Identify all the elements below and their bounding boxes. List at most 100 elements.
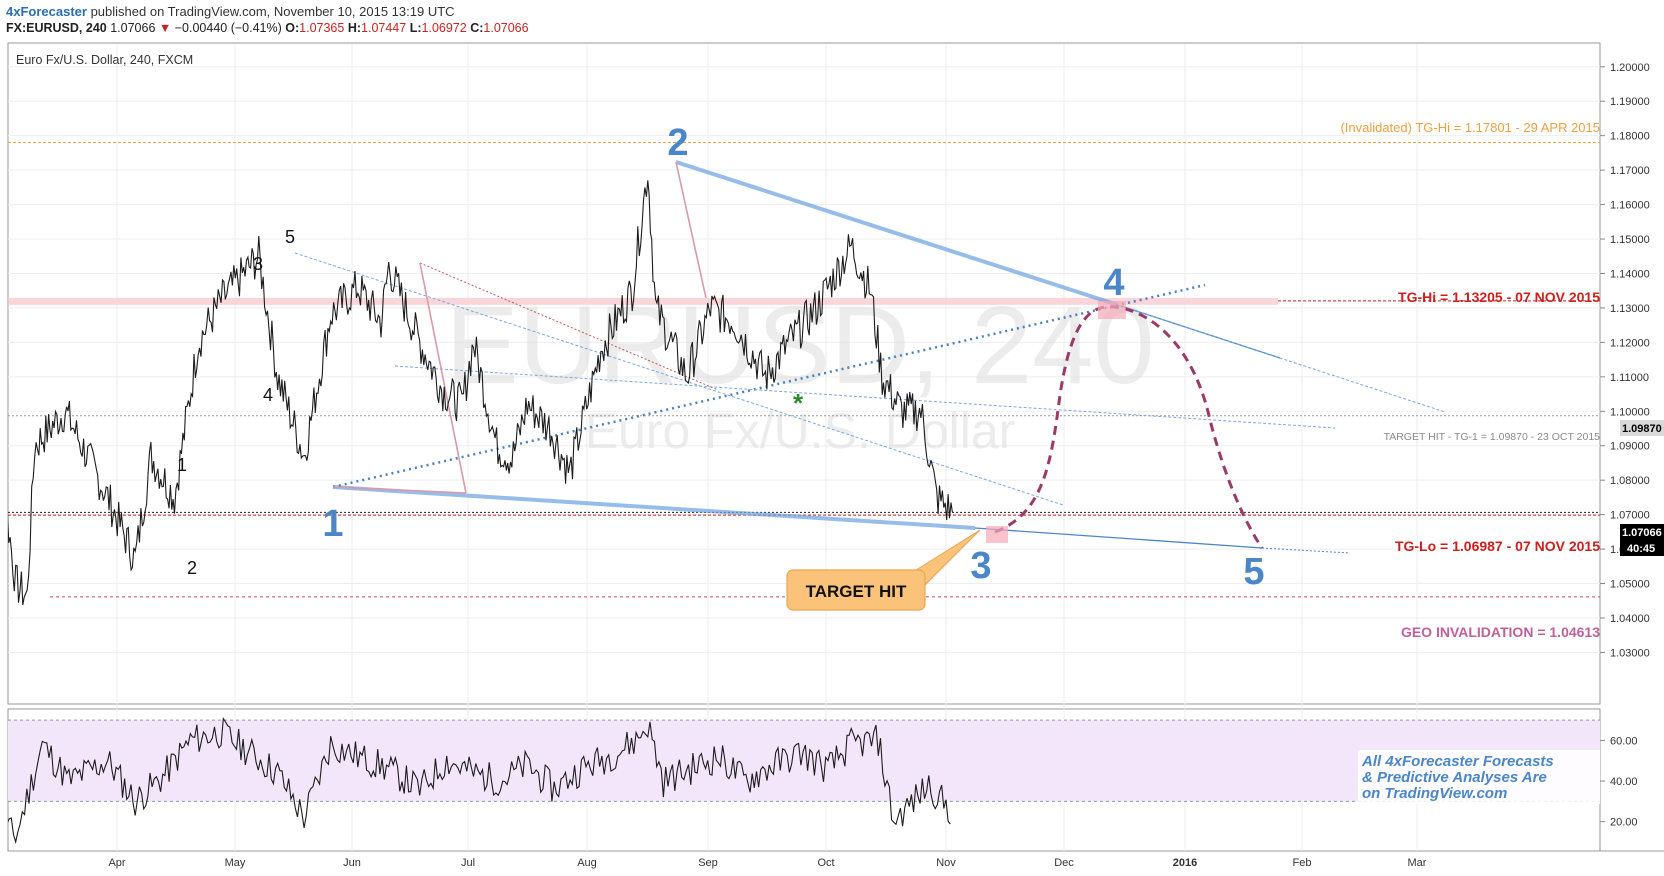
wave-label-minor-3: 3 [253,254,263,274]
rsi-axis[interactable]: 60.00 40.00 20.00 [1600,735,1638,829]
wave-label-minor-1: 1 [177,455,187,475]
annotation-tg-hi-invalidated: (Invalidated) TG-Hi = 1.17801 - 29 APR 2… [1340,120,1600,135]
rsi-band [8,720,1600,802]
publish-text: published on TradingView.com, November 1… [86,4,455,19]
x-tick-label-4: Aug [577,857,597,869]
y-tick-label-0: 1.20000 [1610,62,1650,74]
open-value: 1.07365 [299,21,345,35]
x-tick-label-5: Sep [698,857,718,869]
pink-wave-line-a[interactable] [419,262,467,494]
x-tick-label-2: Jun [343,857,361,869]
chart-title: Euro Fx/U.S. Dollar, 240, FXCM [16,53,193,67]
pink-wave-line-c[interactable] [675,161,707,299]
x-tick-label-8: Dec [1054,857,1074,869]
annotation-tg-hi: TG-Hi = 1.13205 - 07 NOV 2015 [1398,289,1600,305]
low-label: L: [409,21,422,35]
time-axis[interactable]: Apr May Jun Jul Aug Sep Oct Nov Dec 2016 Feb Mar [108,857,1426,869]
drawings [294,160,1446,554]
x-tick-label-10: Feb [1293,857,1312,869]
red-dotted-line[interactable] [419,262,719,391]
annotation-tg-lo: TG-Lo = 1.06987 - 07 NOV 2015 [1395,538,1600,554]
rsi-series[interactable] [0,716,951,845]
wave-label-major-3: 3 [970,545,991,587]
y-tick-label-4: 1.16000 [1610,200,1650,212]
countdown-tag [1620,540,1664,556]
rsi-tick-label-1: 40.00 [1610,776,1638,788]
y-tick-label-8: 1.12000 [1610,337,1650,349]
last-price-tag-text: 1.07066 [1622,527,1662,539]
target-box-3 [986,526,1008,543]
wave-label-major-2: 2 [667,122,688,164]
y-tick-label-1: 1.19000 [1610,96,1650,108]
y-tick-label-11: 1.09000 [1610,441,1650,453]
annotation-target-hit-tg1: TARGET HIT - TG-1 = 1.09870 - 23 OCT 201… [1384,431,1601,443]
low-value: 1.06972 [421,21,467,35]
trendline-lower-ext[interactable] [974,527,1263,549]
change-arrow-icon: ▼ [158,21,172,35]
y-tick-label-12: 1.08000 [1610,475,1650,487]
author-link[interactable]: 4xForecaster [6,4,87,19]
forecast-path[interactable] [994,305,1264,549]
star-marker: * [793,388,804,418]
wave-label-major-5: 5 [1243,551,1264,593]
countdown-tag-text: 40:45 [1627,543,1655,555]
price-axis[interactable]: 1.20000 1.19000 1.18000 1.17000 1.16000 1.150… [1600,62,1650,660]
x-tick-label-0: Apr [108,857,125,869]
wave-label-major-1: 1 [322,503,343,545]
x-tick-label-3: Jul [461,857,475,869]
promo-box [1358,750,1600,804]
pink-wave-line-b[interactable] [332,486,467,494]
wave-label-minor-4: 4 [263,385,273,405]
target-hit-callout-text: TARGET HIT [806,582,907,601]
last-price: 1.07066 [110,21,156,35]
y-tick-label-5: 1.15000 [1610,234,1650,246]
y-tick-label-3: 1.17000 [1610,165,1650,177]
open-label: O: [285,21,300,35]
tg1-price-tag-text: 1.09870 [1622,423,1662,435]
publish-info: 4xForecaster published on TradingView.co… [6,4,455,19]
tg1-price-tag [1620,420,1664,436]
x-tick-label-6: Oct [817,857,834,869]
y-tick-label-16: 1.04000 [1610,613,1650,625]
channel-line-2[interactable] [1117,304,1446,413]
price-series[interactable] [0,180,953,606]
x-tick-label-9: 2016 [1173,857,1197,869]
target-hit-callout [786,569,926,611]
wave-label-minor-5: 5 [285,227,295,247]
main-pane-frame [7,42,1601,705]
close-label: C: [470,21,484,35]
trendline-upper-major[interactable] [675,160,1119,307]
close-value: 1.07066 [483,21,529,35]
y-tick-label-6: 1.14000 [1610,268,1650,280]
promo-line-1[interactable]: All 4xForecaster Forecasts [1361,753,1554,770]
high-value: 1.07447 [361,21,407,35]
channel-line-3[interactable] [394,365,1336,429]
x-tick-label-11: Mar [1408,857,1427,869]
y-tick-label-2: 1.18000 [1610,131,1650,143]
annotation-geo-invalidation: GEO INVALIDATION = 1.04613 [1401,624,1600,640]
y-tick-label-7: 1.13000 [1610,303,1650,315]
rsi-tick-label-0: 60.00 [1610,735,1638,747]
trendline-1-4-dotted[interactable] [332,283,1206,489]
ohlc-legend: FX:EURUSD, 240 1.07066 ▼ −0.00440 (−0.41… [6,21,529,35]
price-change: −0.00440 (−0.41%) [174,21,282,35]
high-label: H: [347,21,362,35]
promo-line-2[interactable]: & Predictive Analyses Are [1362,769,1547,786]
trendline-lower-major[interactable] [332,485,976,530]
y-tick-label-17: 1.03000 [1610,647,1650,659]
y-tick-label-9: 1.11000 [1610,372,1649,384]
promo-line-3[interactable]: on TradingView.com [1362,785,1507,802]
target-box-4 [1098,301,1126,319]
x-tick-label-1: May [225,857,246,869]
chart-header: 4xForecaster published on TradingView.co… [0,0,1664,40]
wave-label-minor-2: 2 [187,558,197,578]
y-tick-label-15: 1.05000 [1610,579,1650,591]
symbol-interval[interactable]: FX:EURUSD, 240 [6,21,107,35]
x-tick-label-7: Nov [936,857,956,869]
y-tick-label-13: 1.07000 [1610,510,1650,522]
last-price-tag [1620,524,1664,540]
trendline-lower-ext-dotted[interactable] [1261,547,1351,554]
tg-hi-zone [8,297,1278,305]
y-tick-label-10: 1.10000 [1610,406,1650,418]
